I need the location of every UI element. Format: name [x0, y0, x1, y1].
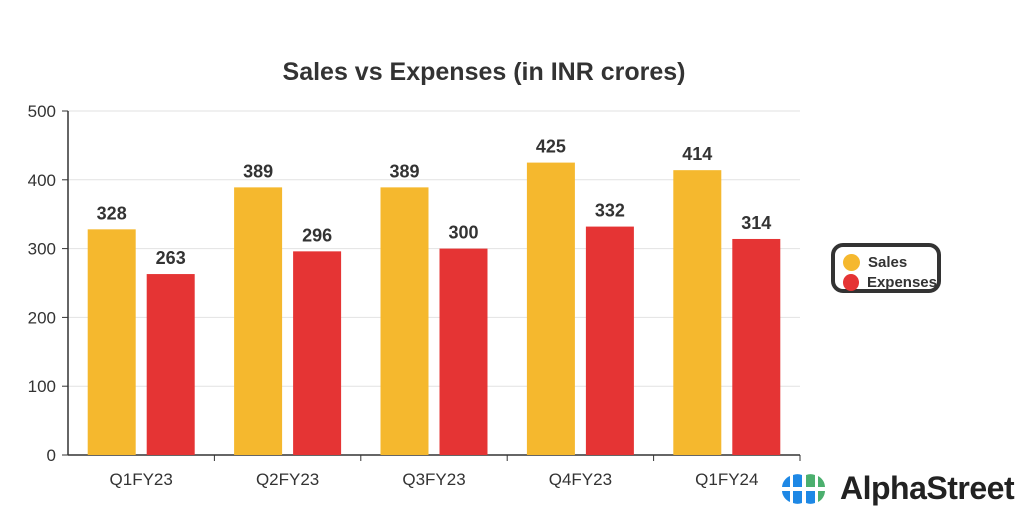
legend-item-sales: Sales	[843, 252, 937, 272]
bar-sales	[526, 162, 575, 455]
legend-label: Expenses	[866, 273, 937, 291]
legend-item-expenses: Expenses	[843, 272, 937, 292]
logo-icon	[782, 473, 825, 504]
bar-sales	[234, 187, 283, 456]
bar-expenses	[732, 238, 781, 455]
data-label: 314	[741, 213, 771, 233]
y-tick-label: 0	[47, 446, 56, 465]
x-tick-label: Q3FY23	[402, 470, 465, 489]
data-label: 263	[156, 248, 186, 268]
legend-label: Sales	[868, 253, 908, 271]
data-label: 389	[389, 161, 419, 181]
y-tick-label: 100	[28, 377, 56, 396]
bar-expenses	[439, 248, 488, 455]
logo-text: AlphaStreet	[840, 470, 1015, 506]
y-tick-label: 300	[28, 240, 56, 259]
y-tick-label: 400	[28, 171, 56, 190]
data-label: 300	[448, 223, 478, 243]
bar-expenses	[585, 226, 634, 455]
bar-sales	[380, 187, 429, 456]
bar-expenses	[146, 274, 195, 455]
data-label: 414	[682, 144, 712, 164]
legend: Sales Expenses	[831, 243, 941, 293]
bar-sales	[87, 229, 136, 455]
x-tick-label: Q1FY23	[110, 470, 173, 489]
data-label: 425	[536, 137, 566, 157]
legend-swatch	[843, 253, 860, 271]
y-tick-label: 200	[28, 308, 56, 327]
legend-swatch	[843, 273, 859, 291]
data-label: 332	[595, 201, 625, 221]
bar-sales	[673, 170, 722, 455]
x-tick-label: Q2FY23	[256, 470, 319, 489]
x-tick-label: Q1FY24	[695, 470, 758, 489]
data-label: 328	[97, 203, 127, 223]
data-label: 296	[302, 225, 332, 245]
data-label: 389	[243, 161, 273, 181]
x-tick-label: Q4FY23	[549, 470, 612, 489]
alphastreet-logo: AlphaStreet	[780, 470, 1015, 507]
chart-title: Sales vs Expenses (in INR crores)	[283, 58, 686, 86]
bar-expenses	[293, 251, 342, 455]
y-tick-label: 500	[28, 102, 56, 121]
